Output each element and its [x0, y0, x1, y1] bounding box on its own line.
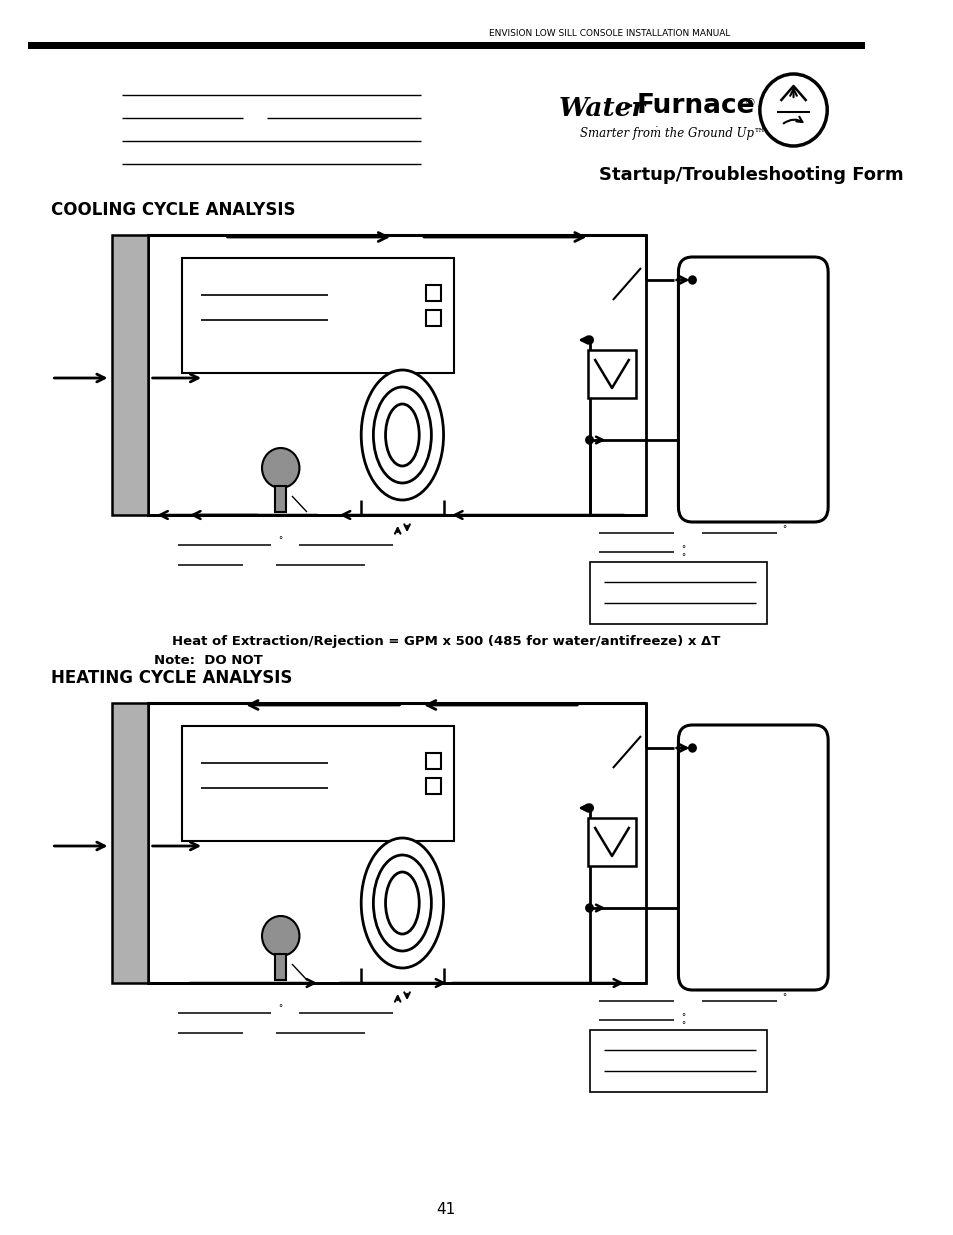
Bar [589, 562, 766, 624]
Bar [28, 42, 863, 49]
Ellipse shape [373, 387, 431, 483]
Bar [182, 258, 454, 373]
Text: °: ° [781, 526, 785, 535]
Circle shape [262, 448, 299, 488]
Text: Water: Water [558, 95, 645, 121]
Text: Heat of Extraction/Rejection = GPM x 500 (485 for water/antifreeze) x ΔT: Heat of Extraction/Rejection = GPM x 500… [172, 636, 720, 648]
Text: .: . [655, 119, 658, 128]
Bar [182, 726, 454, 841]
Text: °: ° [680, 1021, 684, 1030]
Bar [112, 703, 148, 983]
Text: HEATING CYCLE ANALYSIS: HEATING CYCLE ANALYSIS [51, 669, 293, 687]
Circle shape [585, 436, 593, 445]
Text: Startup/Troubleshooting Form: Startup/Troubleshooting Form [598, 165, 902, 184]
Ellipse shape [361, 839, 443, 968]
Bar [148, 235, 645, 515]
Text: 41: 41 [436, 1203, 456, 1218]
Text: Smarter from the Ground Up™: Smarter from the Ground Up™ [579, 126, 765, 140]
Circle shape [585, 904, 593, 911]
Bar [274, 487, 286, 513]
Text: °: ° [781, 993, 785, 1003]
Text: COOLING CYCLE ANALYSIS: COOLING CYCLE ANALYSIS [51, 201, 295, 219]
Text: °: ° [278, 1004, 282, 1014]
Bar [425, 753, 440, 769]
Bar [425, 310, 440, 326]
Text: °: ° [680, 553, 684, 562]
Text: Note:  DO NOT: Note: DO NOT [154, 653, 263, 667]
Circle shape [585, 336, 593, 345]
Bar [148, 703, 645, 983]
Text: °: ° [680, 1014, 684, 1023]
FancyBboxPatch shape [678, 257, 827, 522]
Text: °: ° [680, 546, 684, 555]
Text: ENVISION LOW SILL CONSOLE INSTALLATION MANUAL: ENVISION LOW SILL CONSOLE INSTALLATION M… [488, 30, 729, 38]
Circle shape [688, 743, 696, 752]
Text: -: - [623, 96, 633, 116]
Ellipse shape [361, 370, 443, 500]
Bar [589, 1030, 766, 1092]
Text: Furnace: Furnace [636, 93, 754, 119]
Circle shape [585, 804, 593, 811]
Text: °: ° [278, 536, 282, 546]
Bar [425, 778, 440, 794]
Bar [274, 953, 286, 981]
Bar [587, 818, 636, 866]
Circle shape [262, 916, 299, 956]
Text: ®: ® [744, 98, 755, 107]
Ellipse shape [385, 404, 418, 466]
Circle shape [688, 275, 696, 284]
Ellipse shape [373, 855, 431, 951]
Bar [112, 235, 148, 515]
Circle shape [759, 74, 826, 146]
Bar [425, 285, 440, 301]
FancyBboxPatch shape [678, 725, 827, 990]
Ellipse shape [385, 872, 418, 934]
Bar [587, 350, 636, 398]
